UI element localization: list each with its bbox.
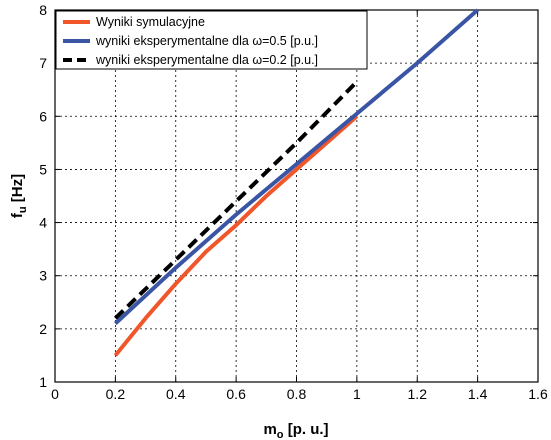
- y-tick-label: 4: [39, 215, 47, 231]
- legend-label-exp-0-5: wyniki eksperymentalne dla ω=0.5 [p.u.]: [95, 34, 318, 48]
- y-tick-label: 1: [39, 374, 47, 390]
- x-tick-label: 0.2: [106, 386, 126, 402]
- y-tick-label: 2: [39, 321, 47, 337]
- legend: Wyniki symulacyjne wyniki eksperymentaln…: [55, 10, 368, 70]
- y-tick-label: 3: [39, 268, 47, 284]
- x-tick-label: 1.4: [468, 386, 488, 402]
- x-tick-label: 0: [51, 386, 59, 402]
- legend-box: [55, 10, 368, 70]
- x-tick-label: 1: [353, 386, 361, 402]
- legend-label-exp-0-2: wyniki eksperymentalne dla ω=0.2 [p.u.]: [95, 53, 318, 67]
- x-tick-label: 0.6: [226, 386, 246, 402]
- y-tick-label: 8: [39, 2, 47, 18]
- series-line-0: [113, 114, 359, 357]
- series-lines: [113, 8, 479, 357]
- y-tick-label: 7: [39, 55, 47, 71]
- x-tick-label: 0.4: [166, 386, 186, 402]
- y-axis-label: fu [Hz]: [9, 174, 29, 218]
- x-tick-label: 1.2: [408, 386, 428, 402]
- x-tick-label: 1.6: [528, 386, 548, 402]
- x-tick-label: 0.8: [287, 386, 307, 402]
- x-axis-label: mo [p. u.]: [263, 421, 328, 440]
- series-line-1: [114, 8, 479, 325]
- series-line-2: [114, 80, 359, 320]
- y-tick-label: 5: [39, 161, 47, 177]
- legend-label-simulation: Wyniki symulacyjne: [96, 15, 205, 29]
- y-tick-label: 6: [39, 108, 47, 124]
